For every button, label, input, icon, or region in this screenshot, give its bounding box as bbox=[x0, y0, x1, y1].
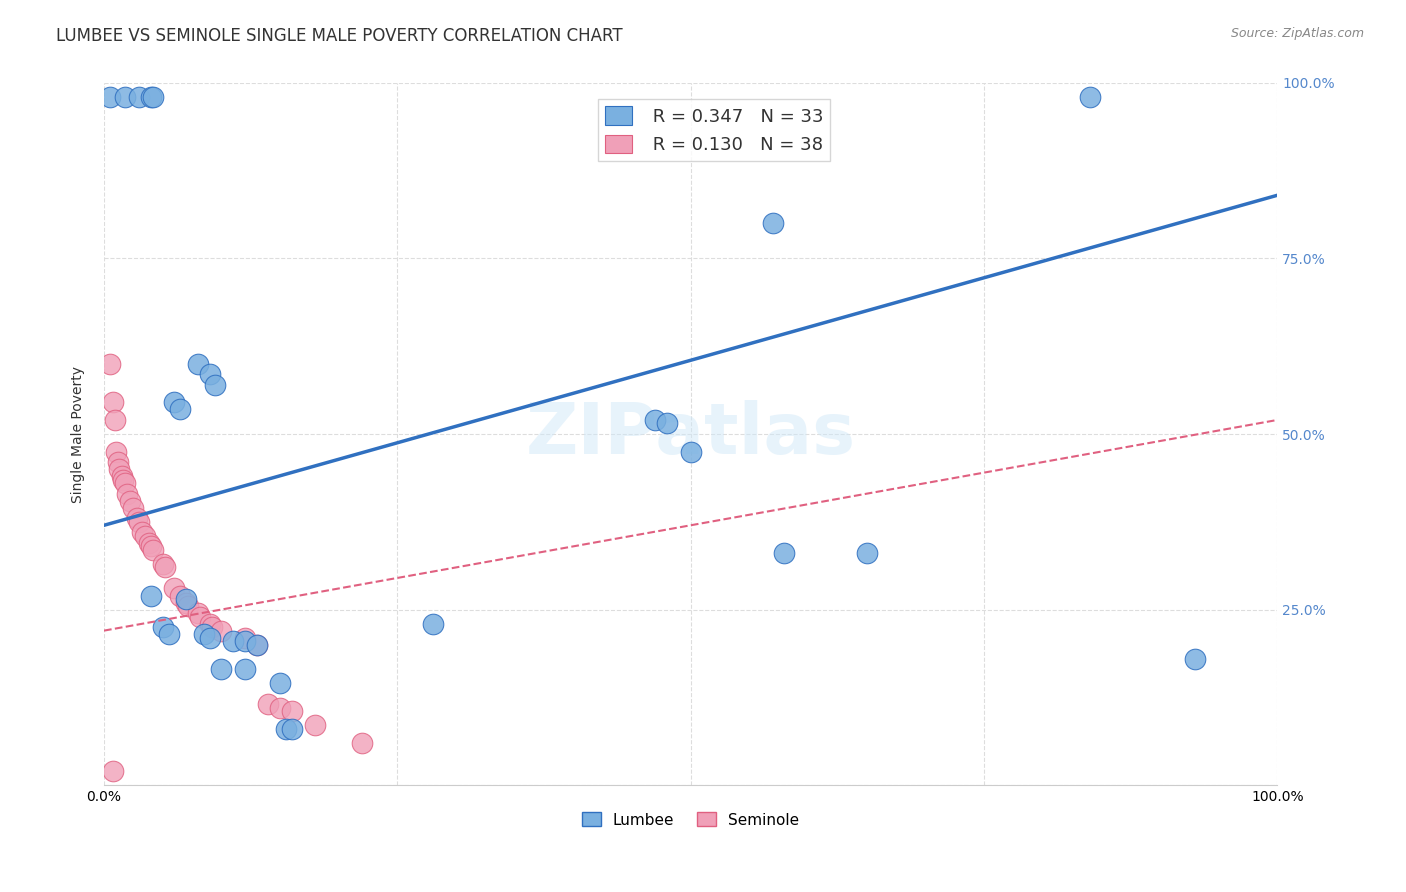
Point bbox=[163, 582, 186, 596]
Point bbox=[128, 90, 150, 104]
Point bbox=[269, 676, 291, 690]
Point bbox=[134, 529, 156, 543]
Point bbox=[187, 357, 209, 371]
Point bbox=[142, 90, 165, 104]
Point bbox=[352, 736, 374, 750]
Point bbox=[98, 90, 121, 104]
Point bbox=[198, 631, 221, 645]
Point bbox=[233, 662, 256, 676]
Point bbox=[679, 444, 702, 458]
Point bbox=[204, 377, 226, 392]
Point bbox=[128, 515, 150, 529]
Point bbox=[257, 698, 280, 712]
Point bbox=[139, 589, 162, 603]
Text: LUMBEE VS SEMINOLE SINGLE MALE POVERTY CORRELATION CHART: LUMBEE VS SEMINOLE SINGLE MALE POVERTY C… bbox=[56, 27, 623, 45]
Legend: Lumbee, Seminole: Lumbee, Seminole bbox=[576, 806, 806, 834]
Point bbox=[209, 624, 232, 638]
Point bbox=[187, 606, 209, 620]
Point bbox=[269, 701, 291, 715]
Point bbox=[122, 500, 145, 515]
Point bbox=[198, 368, 221, 382]
Point bbox=[117, 486, 139, 500]
Point bbox=[114, 476, 136, 491]
Point bbox=[222, 634, 245, 648]
Point bbox=[201, 620, 224, 634]
Point bbox=[1078, 90, 1101, 104]
Point bbox=[103, 764, 125, 778]
Point bbox=[108, 462, 131, 476]
Point bbox=[245, 638, 267, 652]
Point bbox=[280, 704, 302, 718]
Point bbox=[125, 511, 148, 525]
Point bbox=[174, 595, 197, 609]
Point bbox=[104, 444, 127, 458]
Point bbox=[1184, 651, 1206, 665]
Text: ZIPatlas: ZIPatlas bbox=[526, 400, 856, 468]
Point bbox=[193, 627, 215, 641]
Y-axis label: Single Male Poverty: Single Male Poverty bbox=[72, 366, 86, 502]
Point bbox=[103, 395, 125, 409]
Point bbox=[139, 90, 162, 104]
Point bbox=[274, 722, 297, 736]
Point bbox=[233, 631, 256, 645]
Point bbox=[110, 469, 132, 483]
Point bbox=[107, 455, 129, 469]
Point bbox=[177, 599, 200, 613]
Point bbox=[169, 589, 191, 603]
Point bbox=[174, 592, 197, 607]
Point bbox=[163, 395, 186, 409]
Point bbox=[139, 540, 162, 554]
Point bbox=[142, 542, 165, 557]
Point bbox=[153, 560, 176, 574]
Point bbox=[855, 546, 877, 560]
Text: Source: ZipAtlas.com: Source: ZipAtlas.com bbox=[1230, 27, 1364, 40]
Point bbox=[644, 413, 666, 427]
Point bbox=[762, 216, 785, 230]
Point bbox=[233, 634, 256, 648]
Point bbox=[131, 525, 153, 540]
Point bbox=[118, 493, 141, 508]
Point bbox=[657, 417, 679, 431]
Point bbox=[169, 402, 191, 417]
Point bbox=[198, 616, 221, 631]
Point bbox=[103, 413, 125, 427]
Point bbox=[422, 616, 444, 631]
Point bbox=[98, 357, 121, 371]
Point bbox=[114, 90, 136, 104]
Point bbox=[111, 473, 134, 487]
Point bbox=[157, 627, 180, 641]
Point bbox=[188, 609, 211, 624]
Point bbox=[773, 546, 796, 560]
Point bbox=[152, 557, 174, 571]
Point bbox=[152, 620, 174, 634]
Point bbox=[245, 638, 267, 652]
Point bbox=[304, 718, 326, 732]
Point bbox=[209, 662, 232, 676]
Point bbox=[280, 722, 302, 736]
Point bbox=[138, 536, 160, 550]
